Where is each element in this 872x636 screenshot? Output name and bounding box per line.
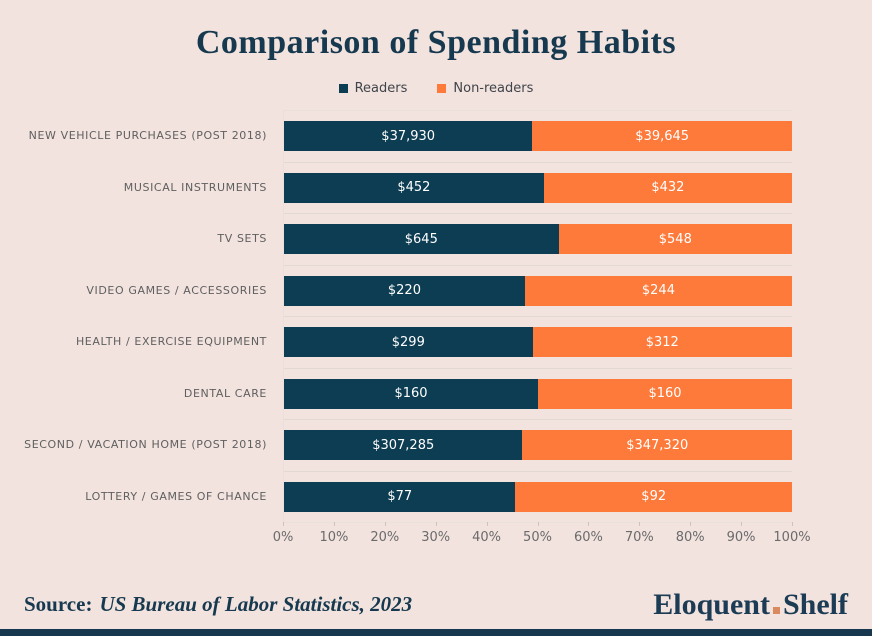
readers-bar-segment: $645 [284, 224, 559, 255]
category-label: LOTTERY / GAMES OF CHANCE [85, 489, 267, 503]
non-readers-bar-segment: $39,645 [532, 121, 792, 152]
bar-row: $645 $548 [284, 214, 792, 266]
x-tick-label: 50% [523, 530, 552, 545]
readers-bar-segment: $299 [284, 327, 533, 358]
x-tick-mark [639, 522, 641, 526]
x-tick-label: 20% [370, 530, 400, 545]
category-label: SECOND / VACATION HOME (POST 2018) [24, 438, 267, 452]
x-axis: 0% 10% 20% 30% 40% 50% 60% 70% 80% 90% 100% [273, 522, 811, 552]
bar-value-label: $645 [404, 231, 438, 247]
bar-value-label: $77 [387, 489, 413, 505]
x-tick-mark [690, 522, 692, 526]
stacked-bar: $307,285 $347,320 [284, 430, 792, 461]
readers-bar-segment: $160 [284, 378, 538, 409]
bar-row: $452 $432 [284, 163, 792, 214]
x-tick-mark [283, 522, 284, 526]
stacked-bar: $160 $160 [284, 378, 792, 409]
x-tick-label: 80% [675, 530, 705, 545]
bar-value-label: $347,320 [626, 437, 689, 453]
brand-word-right: Shelf [782, 588, 848, 621]
non-readers-bar-segment: $244 [524, 275, 792, 306]
x-tick-label: 40% [472, 530, 502, 545]
plot-area: $37,930 $39,645 $452 $432 $645 $548 $220 $244 $2… [283, 110, 792, 523]
stacked-bar: $37,930 $39,645 [284, 121, 792, 152]
bar-value-label: $220 [387, 283, 421, 299]
source-note: Source: US Bureau of Labor Statistics, 20… [24, 592, 412, 617]
category-label: VIDEO GAMES / ACCESSORIES [86, 283, 267, 297]
x-tick-label: 0% [272, 530, 294, 545]
x-tick-label: 30% [421, 530, 451, 545]
non-readers-bar-segment: $160 [538, 378, 792, 409]
legend-item-non-readers: Non-readers [437, 81, 533, 96]
readers-bar-segment: $220 [284, 275, 525, 306]
x-tick-label: 90% [726, 530, 756, 545]
bar-row: $307,285 $347,320 [284, 420, 792, 472]
category-label: NEW VEHICLE PURCHASES (POST 2018) [28, 129, 267, 143]
chart-area: NEW VEHICLE PURCHASES (POST 2018) MUSICAL… [0, 110, 872, 545]
bar-value-label: $92 [641, 489, 667, 505]
bar-value-label: $432 [651, 180, 685, 196]
legend-label-readers: Readers [354, 81, 408, 96]
bar-row: $220 $244 [284, 266, 792, 317]
bar-row: $37,930 $39,645 [284, 111, 792, 163]
non-readers-bar-segment: $312 [532, 327, 792, 358]
bar-value-label: $312 [645, 334, 679, 350]
readers-bar-segment: $37,930 [284, 121, 533, 152]
readers-bar-segment: $77 [284, 481, 516, 512]
category-axis-labels: NEW VEHICLE PURCHASES (POST 2018) MUSICAL… [0, 110, 275, 522]
x-tick-mark [435, 522, 437, 526]
brand-logo: Eloquent Shelf [653, 588, 848, 622]
readers-swatch-icon [338, 84, 348, 93]
legend-label-non-readers: Non-readers [453, 81, 534, 96]
non-readers-bar-segment: $92 [515, 481, 792, 512]
bar-value-label: $39,645 [635, 128, 690, 144]
category-label: DENTAL CARE [183, 386, 267, 400]
x-tick-mark [333, 522, 335, 526]
bar-value-label: $244 [641, 283, 675, 299]
stacked-bar: $220 $244 [284, 275, 792, 306]
x-tick-label: 10% [319, 530, 349, 545]
x-tick-label: 100% [773, 530, 811, 545]
x-tick-mark [792, 522, 793, 526]
x-tick-mark [486, 522, 488, 526]
bar-row: $77 $92 [284, 472, 792, 523]
bar-value-label: $548 [658, 231, 692, 247]
non-readers-bar-segment: $432 [543, 172, 792, 203]
bar-value-label: $452 [397, 180, 431, 196]
category-label: TV SETS [217, 232, 267, 246]
bar-row: $299 $312 [284, 317, 792, 369]
bar-value-label: $37,930 [381, 128, 436, 144]
category-label: HEALTH / EXERCISE EQUIPMENT [75, 335, 267, 349]
bar-value-label: $307,285 [372, 437, 435, 453]
x-tick-label: 60% [573, 530, 603, 545]
readers-bar-segment: $452 [284, 172, 544, 203]
stacked-bar: $299 $312 [284, 327, 792, 358]
x-tick-mark [537, 522, 539, 526]
bar-value-label: $160 [648, 386, 682, 402]
stacked-bar: $77 $92 [284, 481, 792, 512]
source-label: Source: [24, 592, 93, 616]
category-label: MUSICAL INSTRUMENTS [123, 180, 267, 194]
bar-value-label: $160 [394, 386, 428, 402]
bar-row: $160 $160 [284, 369, 792, 420]
stacked-bar: $645 $548 [284, 224, 792, 255]
legend: Readers Non-readers [0, 81, 872, 96]
chart-title: Comparison of Spending Habits [195, 24, 677, 61]
legend-item-readers: Readers [338, 81, 408, 96]
brand-word-left: Eloquent [653, 588, 770, 621]
readers-bar-segment: $307,285 [284, 430, 523, 461]
brand-dot-icon [772, 607, 780, 614]
stacked-bar: $452 $432 [284, 172, 792, 203]
non-readers-swatch-icon [437, 84, 447, 93]
x-tick-mark [384, 522, 386, 526]
non-readers-bar-segment: $347,320 [522, 430, 792, 461]
x-tick-label: 70% [624, 530, 654, 545]
bottom-accent-strip [0, 629, 872, 636]
non-readers-bar-segment: $548 [558, 224, 792, 255]
x-tick-mark [588, 522, 590, 526]
source-text: US Bureau of Labor Statistics, 2023 [99, 592, 413, 616]
bar-value-label: $299 [391, 334, 425, 350]
x-tick-mark [741, 522, 743, 526]
